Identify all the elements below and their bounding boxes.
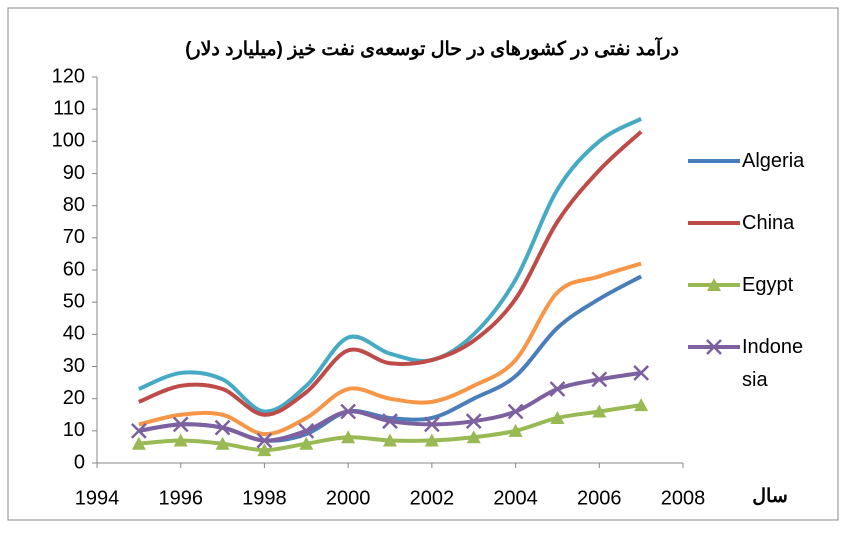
marker [706, 339, 722, 355]
chart-border [7, 7, 839, 521]
marker [550, 410, 565, 424]
x-tick-label: 2004 [493, 487, 538, 509]
marker [592, 404, 607, 418]
y-tick-label: 50 [63, 290, 85, 312]
legend-entry: Egypt [742, 274, 794, 296]
marker [130, 422, 147, 439]
marker [633, 365, 650, 381]
x-tick-label: 2008 [661, 487, 706, 509]
series-line [138, 117, 643, 414]
y-tick-label: 40 [63, 323, 85, 345]
marker [634, 398, 649, 412]
y-tick-label: 120 [52, 65, 85, 87]
marker [508, 423, 523, 437]
y-tick-label: 80 [63, 194, 85, 216]
y-tick-label: 20 [63, 387, 85, 409]
series-line [138, 130, 643, 417]
marker [340, 403, 357, 420]
y-tick-label: 90 [63, 162, 85, 184]
legend-entry: Indonesia [742, 336, 804, 391]
marker [172, 416, 189, 433]
y-tick-label: 100 [52, 130, 85, 152]
marker [423, 416, 440, 433]
y-tick-label: 0 [74, 451, 85, 473]
x-tick-label: 2006 [577, 487, 622, 509]
y-tick-label: 110 [53, 97, 85, 119]
marker [299, 436, 314, 450]
y-tick-label: 10 [63, 419, 85, 441]
legend-label: Algeria [742, 150, 805, 172]
legend-entry: Algeria [742, 150, 805, 172]
marker [707, 278, 721, 291]
x-tick-label: 1998 [242, 487, 287, 509]
marker [591, 371, 608, 388]
legend-label: China [742, 212, 795, 234]
y-tick-label: 60 [63, 258, 85, 280]
marker [214, 419, 231, 436]
x-tick-label: 2002 [410, 487, 455, 509]
marker [298, 422, 315, 439]
marker [507, 403, 524, 420]
y-tick-label: 30 [63, 355, 85, 377]
marker [465, 413, 482, 430]
y-tick-label: 70 [63, 226, 85, 248]
marker [131, 436, 146, 450]
marker [549, 381, 566, 397]
marker [382, 413, 398, 430]
x-tick-label: 1994 [75, 487, 120, 509]
legend-entry: China [742, 212, 795, 234]
chart-title: درآمد نفتی در کشورهای در حال توسعه‌ی نفت… [185, 36, 679, 60]
legend-label: Indonesia [742, 336, 804, 391]
marker [466, 430, 481, 444]
marker [383, 433, 397, 447]
series-line [138, 261, 642, 437]
marker [215, 436, 230, 450]
x-tick-label: 2000 [326, 487, 371, 509]
x-axis-label: سال [752, 486, 788, 507]
marker [424, 433, 439, 447]
marker [341, 430, 356, 444]
legend-label: Egypt [742, 274, 794, 296]
marker [257, 443, 272, 457]
marker [256, 432, 273, 449]
x-tick-label: 1996 [158, 487, 203, 509]
marker [173, 433, 188, 447]
